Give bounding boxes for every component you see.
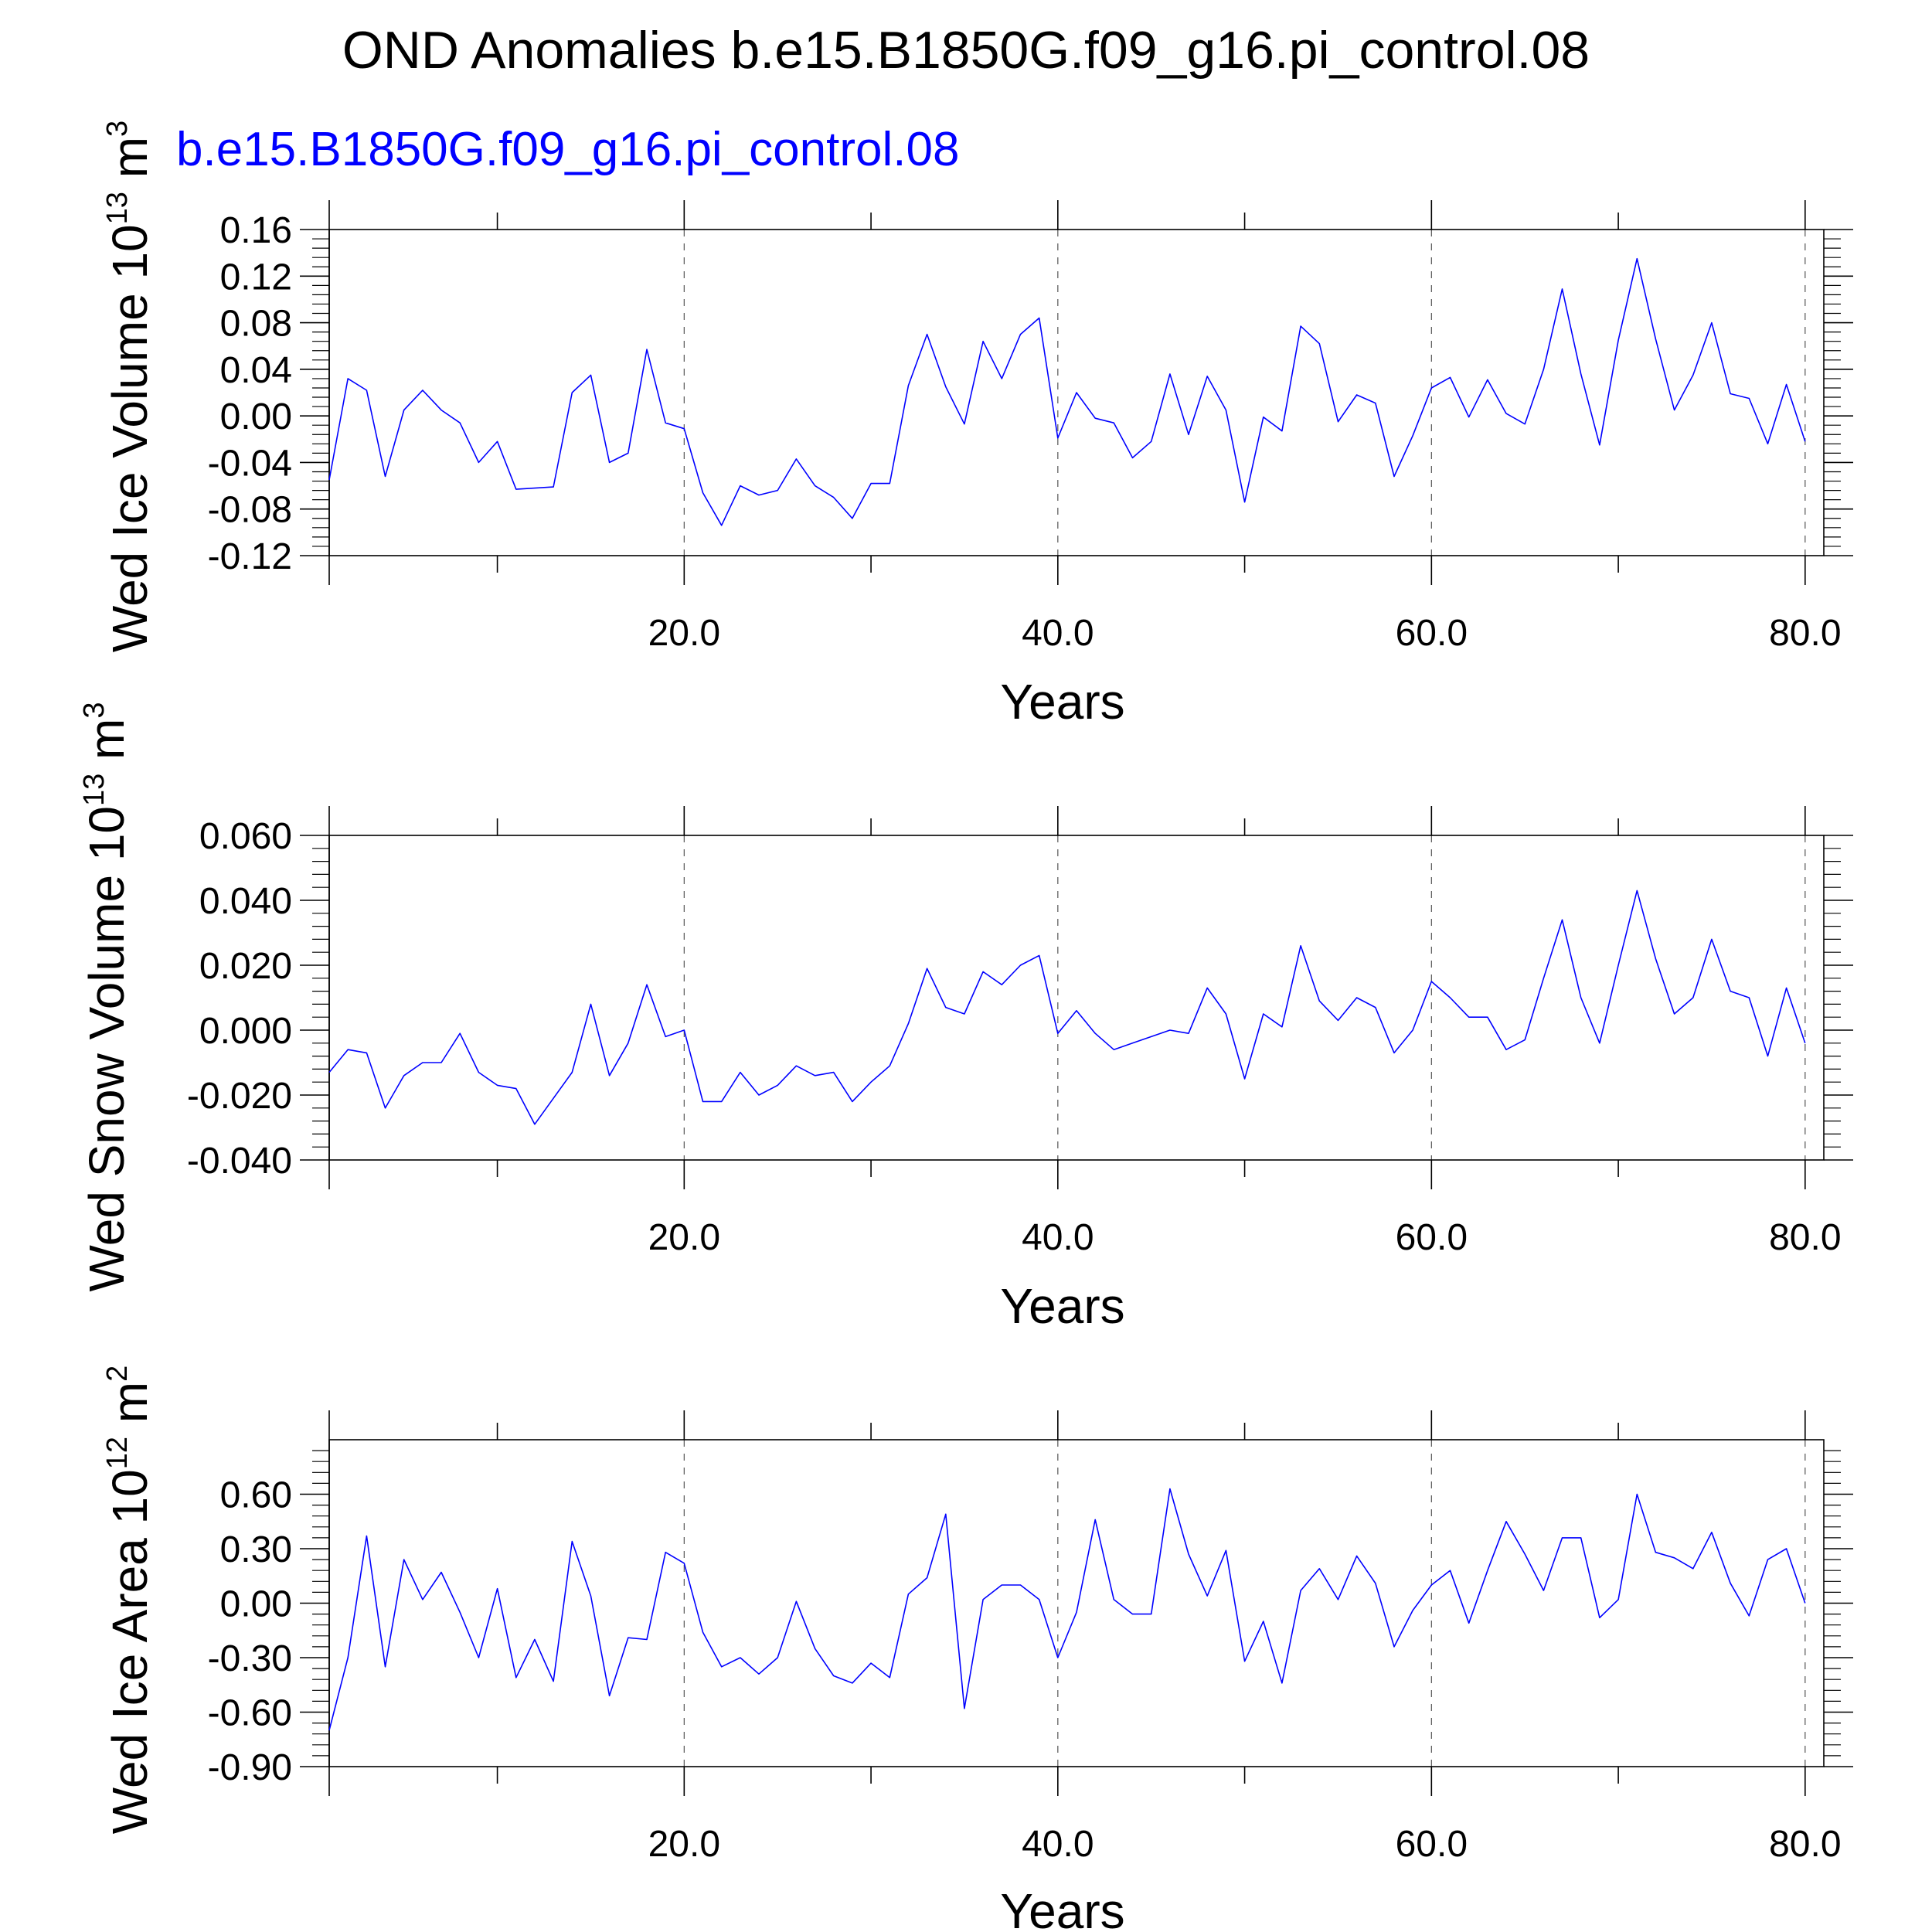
- x-axis-label: Years: [1000, 674, 1124, 730]
- y-tick-label: 0.00: [220, 1584, 292, 1625]
- x-tick-label: 40.0: [1022, 1217, 1094, 1258]
- y-tick-label: -0.90: [208, 1747, 292, 1788]
- x-tick-label: 20.0: [648, 1217, 720, 1258]
- series-line: [328, 257, 1806, 526]
- y-tick-label: 0.04: [220, 350, 292, 391]
- y-tick-label: -0.12: [208, 536, 292, 577]
- y-tick-label: 0.16: [220, 210, 292, 251]
- x-axis-label: Years: [1000, 1278, 1124, 1334]
- y-tick-label: 0.060: [199, 816, 292, 857]
- x-tick-label: 40.0: [1022, 613, 1094, 654]
- y-tick-label: -0.08: [208, 490, 292, 531]
- y-tick-label: -0.30: [208, 1638, 292, 1679]
- x-tick-label: 80.0: [1769, 1217, 1841, 1258]
- y-tick-label: 0.08: [220, 304, 292, 345]
- panel-2: -0.040 -0.020 0.000 0.020 0.040 0.060 20.0 40.0…: [78, 702, 1853, 1334]
- x-tick-label: 60.0: [1396, 1217, 1468, 1258]
- y-tick-label: 0.12: [220, 257, 292, 298]
- y-tick-label: 0.60: [220, 1475, 292, 1516]
- x-tick-label: 80.0: [1769, 1824, 1841, 1865]
- plot-frame: [328, 1439, 1825, 1767]
- y-tick-label: 0.00: [220, 396, 292, 437]
- y-tick-label: 0.040: [199, 881, 292, 922]
- panel-3: -0.90 -0.60 -0.30 0.00 0.30 0.60 20.0 40.0 60.0 8…: [101, 1366, 1853, 1932]
- panel-1: -0.12 -0.08 -0.04 0.00 0.04 0.08 0.12 0.16 20.0 4…: [101, 121, 1853, 730]
- y-tick-label: 0.30: [220, 1529, 292, 1570]
- y-axis-label: Wed Snow Volume 1013 m3: [78, 702, 134, 1291]
- series-line: [328, 889, 1806, 1125]
- chart-title: OND Anomalies b.e15.B1850G.f09_g16.pi_co…: [342, 21, 1590, 80]
- y-tick-label: -0.04: [208, 443, 292, 484]
- x-tick-label: 20.0: [648, 613, 720, 654]
- y-tick-label: -0.020: [187, 1076, 292, 1117]
- y-axis-label: Wed Ice Volume 1013 m3: [101, 121, 158, 652]
- x-tick-label: 20.0: [648, 1824, 720, 1865]
- x-tick-label: 60.0: [1396, 1824, 1468, 1865]
- x-tick-label: 60.0: [1396, 613, 1468, 654]
- x-tick-label: 80.0: [1769, 613, 1841, 654]
- y-tick-label: -0.040: [187, 1141, 292, 1182]
- y-tick-label: 0.020: [199, 946, 292, 987]
- plot-frame: [328, 835, 1825, 1161]
- series-line: [328, 1488, 1806, 1731]
- x-tick-label: 40.0: [1022, 1824, 1094, 1865]
- y-tick-label: -0.60: [208, 1693, 292, 1734]
- chart-subtitle: b.e15.B1850G.f09_g16.pi_control.08: [176, 123, 959, 176]
- plot-frame: [328, 229, 1825, 556]
- y-tick-label: 0.000: [199, 1011, 292, 1052]
- chart-panels: -0.12 -0.08 -0.04 0.00 0.04 0.08 0.12 0.16 20.0 4…: [78, 121, 1853, 1932]
- y-axis-label: Wed Ice Area 1012 m2: [101, 1366, 158, 1835]
- x-axis-label: Years: [1000, 1883, 1124, 1932]
